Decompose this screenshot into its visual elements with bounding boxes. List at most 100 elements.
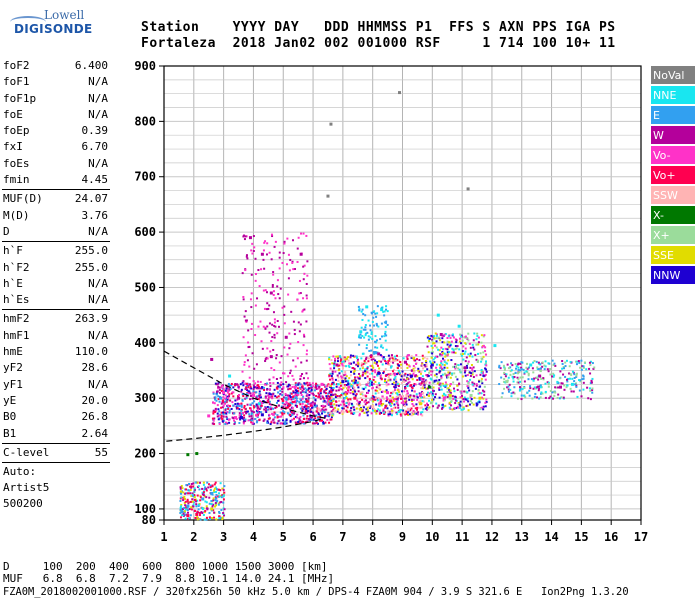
echo-speckle: [544, 360, 547, 363]
echo-speckle: [396, 393, 399, 396]
echo-speckle: [540, 377, 543, 380]
echo-speckle: [196, 516, 199, 519]
echo-speckle: [219, 495, 222, 498]
echo-speckle: [334, 409, 337, 412]
echo-speckle: [481, 372, 484, 375]
echo-speckle: [446, 343, 449, 346]
echo-speckle: [318, 414, 321, 417]
echo-speckle: [553, 394, 556, 397]
echo-speckle: [333, 403, 336, 406]
echo-speckle: [374, 380, 377, 383]
echo-speckle: [401, 361, 404, 364]
echo-speckle: [578, 361, 581, 364]
echo-speckle: [223, 491, 226, 494]
echo-speckle: [390, 365, 393, 368]
echo-speckle: [402, 409, 405, 412]
echo-speckle: [266, 308, 269, 311]
echo-speckle: [481, 389, 484, 392]
echo-speckle: [373, 375, 376, 378]
echo-speckle: [426, 336, 429, 339]
echo-speckle: [404, 413, 407, 416]
echo-speckle: [272, 290, 275, 293]
echo-speckle: [441, 363, 444, 366]
echo-speckle: [589, 382, 592, 385]
echo-speckle: [301, 409, 304, 412]
echo-speckle: [475, 374, 478, 377]
echo-speckle: [425, 365, 428, 368]
echo-speckle: [443, 360, 446, 363]
echo-speckle: [405, 395, 408, 398]
echo-speckle: [378, 411, 381, 414]
echo-speckle: [321, 408, 324, 411]
echo-speckle: [373, 361, 376, 364]
echo-speckle: [480, 371, 483, 374]
echo-speckle: [303, 335, 306, 338]
echo-speckle: [281, 399, 284, 402]
x-tick-label: 17: [634, 530, 648, 544]
echo-speckle: [461, 396, 464, 399]
echo-speckle: [356, 399, 359, 402]
echo-speckle: [245, 397, 248, 400]
echo-speckle: [267, 408, 270, 411]
echo-speckle: [539, 384, 542, 387]
param-name: M(D): [3, 208, 30, 222]
param-value: 6.400: [74, 59, 108, 72]
echo-speckle: [367, 401, 370, 404]
echo-speckle: [256, 409, 259, 412]
echo-speckle: [507, 390, 510, 393]
echo-speckle: [364, 399, 367, 402]
echo-speckle: [379, 398, 382, 401]
echo-speckle: [330, 418, 333, 421]
echo-speckle: [248, 407, 251, 410]
echo-speckle: [469, 374, 472, 377]
divider: [2, 189, 110, 191]
echo-speckle: [341, 400, 344, 403]
data-point-noval: [398, 91, 402, 95]
echo-speckle: [256, 415, 259, 418]
echo-speckle: [217, 382, 220, 385]
echo-speckle: [271, 393, 274, 396]
legend-swatch: [651, 226, 695, 244]
echo-speckle: [454, 407, 457, 410]
echo-speckle: [523, 371, 526, 374]
echo-speckle: [430, 356, 433, 359]
echo-speckle: [276, 381, 279, 384]
echo-speckle: [249, 392, 252, 395]
echo-speckle: [368, 405, 371, 408]
echo-speckle: [302, 417, 305, 420]
echo-speckle: [585, 368, 588, 371]
echo-speckle: [250, 387, 253, 390]
echo-speckle: [396, 383, 399, 386]
echo-speckle: [294, 382, 297, 385]
echo-speckle: [369, 380, 372, 383]
echo-speckle: [458, 348, 461, 351]
echo-speckle: [288, 405, 291, 408]
echo-speckle: [428, 340, 431, 343]
echo-speckle: [449, 391, 452, 394]
clevel-row: C-level 55: [0, 445, 112, 461]
echo-speckle: [273, 369, 276, 372]
param-name: D: [3, 224, 10, 238]
echo-speckle: [224, 407, 227, 410]
echo-speckle: [452, 336, 455, 339]
echo-speckle: [224, 423, 227, 426]
echo-speckle: [303, 400, 306, 403]
echo-speckle: [407, 364, 410, 367]
echo-speckle: [202, 513, 205, 516]
echo-speckle: [285, 418, 288, 421]
echo-speckle: [289, 398, 292, 401]
echo-speckle: [471, 367, 474, 370]
echo-speckle: [370, 333, 373, 336]
echo-speckle: [228, 395, 231, 398]
echo-speckle: [400, 381, 403, 384]
echo-speckle: [380, 411, 383, 414]
echo-speckle: [366, 331, 369, 334]
echo-speckle: [365, 370, 368, 373]
echo-speckle: [580, 359, 583, 362]
echo-speckle: [213, 516, 216, 519]
echo-speckle: [266, 325, 269, 328]
echo-speckle: [588, 361, 591, 364]
echo-speckle: [448, 341, 451, 344]
echo-speckle: [459, 400, 462, 403]
echo-speckle: [187, 517, 190, 520]
